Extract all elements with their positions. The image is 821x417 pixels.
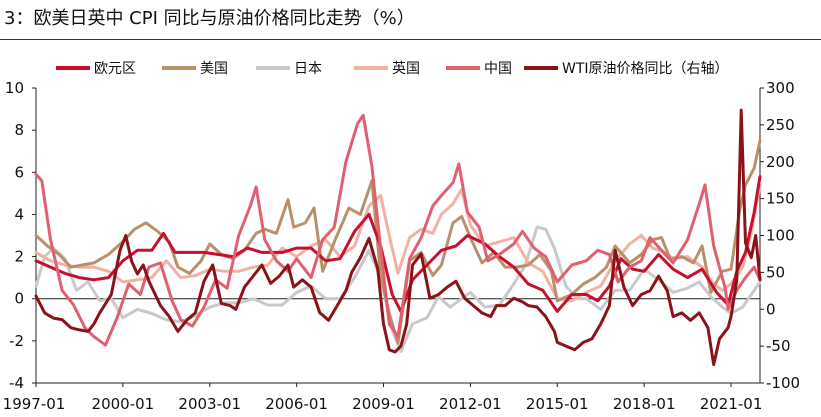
x-tick-label: 2018-01	[613, 395, 676, 413]
left-tick-label: 2	[14, 248, 24, 266]
left-tick-label: 6	[14, 163, 24, 181]
x-tick-label: 2003-01	[178, 395, 241, 413]
series-line-japan	[34, 225, 762, 353]
chart-title: 3：欧美日英中 CPI 同比与原油价格同比走势（%）	[4, 8, 415, 29]
right-tick-label: 250	[766, 116, 795, 134]
x-tick-label: 2000-01	[92, 395, 155, 413]
right-tick-label: 0	[766, 300, 776, 318]
tick-labels: -4 -2 0 2 4 6 8 10 -100 -50 0 50 100 150 200 250 300 1997…	[3, 79, 800, 413]
legend-label-china: 中国	[484, 61, 512, 77]
title-divider	[0, 39, 821, 40]
series-line-china	[34, 113, 762, 347]
left-tick-label: 4	[14, 205, 24, 223]
right-tick-label: -50	[766, 337, 791, 355]
x-tick-label: 2006-01	[265, 395, 328, 413]
legend: 欧元区 美国 日本 英国 中国 WTI原油价格同比（右轴）	[56, 60, 729, 77]
left-tick-label: 0	[14, 290, 24, 308]
legend-label-eurozone: 欧元区	[94, 61, 136, 77]
legend-label-uk: 英国	[392, 60, 420, 77]
left-tick-label: 8	[14, 121, 24, 139]
left-tick-label: 10	[5, 79, 24, 97]
x-tick-label: 2009-01	[352, 395, 415, 413]
left-tick-label: -4	[9, 374, 24, 392]
right-tick-label: 200	[766, 153, 795, 171]
right-tick-label: 150	[766, 190, 795, 208]
right-tick-label: 50	[766, 263, 785, 281]
right-tick-label: 300	[766, 79, 795, 97]
plot-area	[34, 108, 762, 367]
x-tick-label: 2015-01	[526, 395, 589, 413]
x-tick-label: 2012-01	[439, 395, 502, 413]
legend-label-wti: WTI原油价格同比（右轴）	[562, 61, 729, 77]
right-tick-label: 100	[766, 227, 795, 245]
series-line-wti	[34, 108, 762, 367]
x-tick-label: 1997-01	[3, 395, 66, 413]
left-tick-label: -2	[9, 332, 24, 350]
x-tick-label: 2021-01	[700, 395, 763, 413]
right-tick-label: -100	[766, 374, 800, 392]
legend-label-usa: 美国	[200, 61, 228, 77]
legend-label-japan: 日本	[294, 61, 322, 77]
